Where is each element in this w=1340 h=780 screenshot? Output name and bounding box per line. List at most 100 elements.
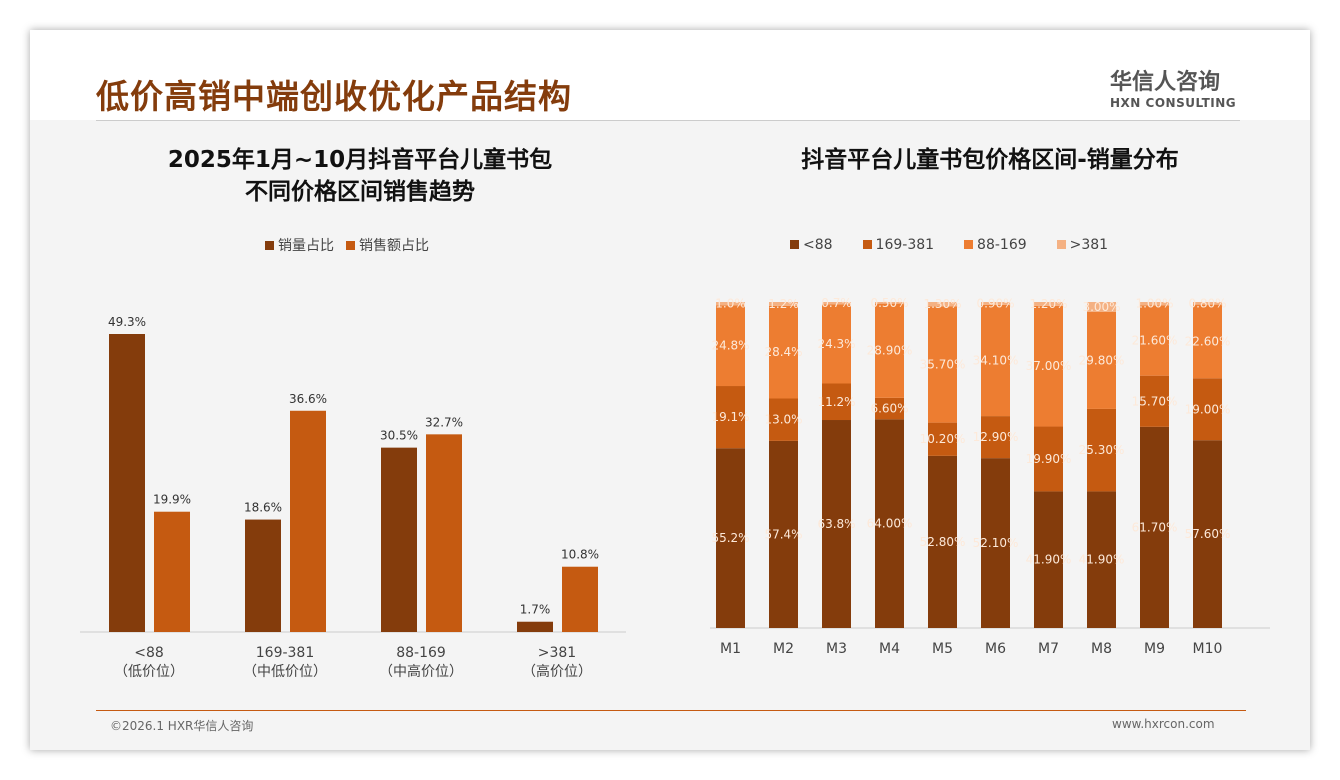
bar-segment	[1140, 302, 1169, 306]
bar-segment	[716, 305, 745, 387]
logo-cn: 华信人咨询	[1110, 70, 1221, 95]
legend-item: >381	[1056, 237, 1109, 253]
x-tick-sublabel: （低价位）	[114, 664, 184, 680]
data-label: 41.90%	[1079, 553, 1125, 567]
bar-segment	[928, 302, 957, 307]
legend-item: 销量占比	[265, 235, 334, 255]
bar-segment	[1034, 491, 1063, 628]
bar-segment	[928, 306, 957, 423]
bar-segment	[928, 422, 957, 456]
data-label: 29.80%	[1079, 353, 1125, 367]
data-label: 52.10%	[973, 536, 1019, 550]
data-label: 21.60%	[1132, 333, 1178, 347]
bar-segment	[981, 458, 1010, 628]
data-label: 0.7%	[821, 296, 852, 310]
bar	[154, 511, 190, 632]
bar-segment	[822, 304, 851, 384]
data-label: 57.4%	[764, 527, 802, 541]
right-chart-title: 抖音平台儿童书包价格区间-销量分布	[801, 147, 1179, 173]
footer-url: www.hxrcon.com	[1112, 717, 1215, 731]
x-tick-label: M6	[985, 641, 1006, 657]
legend-item: 88-169	[964, 237, 1027, 253]
bar-segment	[1193, 302, 1222, 305]
data-label: 57.60%	[1185, 527, 1231, 541]
bar-segment	[875, 302, 904, 304]
legend-label: 169-381	[875, 237, 935, 253]
data-label: 0.90%	[976, 296, 1014, 310]
x-tick-label: <88	[134, 645, 164, 661]
bar-segment	[1140, 426, 1169, 628]
footer-line	[96, 710, 1246, 711]
x-tick-sublabel: （中低价位）	[243, 664, 327, 680]
legend-swatch	[964, 240, 974, 249]
legend-label: >381	[1069, 237, 1109, 253]
data-label: 22.60%	[1185, 334, 1231, 348]
data-label: 6.60%	[870, 402, 908, 416]
bar-segment	[928, 455, 957, 628]
x-tick-label: M5	[932, 641, 953, 657]
data-label: 49.3%	[108, 315, 146, 329]
bar-segment	[769, 302, 798, 306]
legend-item: 169-381	[862, 237, 935, 253]
bar-segment	[769, 305, 798, 399]
divider	[96, 120, 1240, 121]
header-band	[30, 30, 1310, 120]
data-label: 28.90%	[867, 344, 913, 358]
bar-segment	[822, 420, 851, 628]
data-label: 19.9%	[153, 493, 191, 507]
bar-segment	[1193, 378, 1222, 441]
legend-item: 销售额占比	[346, 235, 429, 255]
data-label: 1.30%	[923, 297, 961, 311]
data-label: 52.80%	[920, 535, 966, 549]
x-tick-label: M10	[1193, 641, 1223, 657]
data-label: 0.80%	[1188, 296, 1226, 310]
bar-segment	[769, 398, 798, 441]
bar-segment	[1034, 426, 1063, 492]
data-label: 63.8%	[817, 517, 855, 531]
bar-segment	[1034, 302, 1063, 306]
data-label: 19.1%	[711, 410, 749, 424]
data-label: 18.6%	[244, 501, 282, 515]
data-label: 32.7%	[425, 415, 463, 429]
right-chart: 55.2% 19.1% 24.8% 1.0% M1 57.4% 13.0% 28.4% 1.2%…	[710, 296, 1270, 657]
bar	[381, 447, 417, 632]
data-label: 0.50%	[870, 296, 908, 310]
data-label: 10.8%	[561, 548, 599, 562]
bar-segment	[981, 304, 1010, 417]
data-label: 37.00%	[1026, 359, 1072, 373]
bar	[290, 410, 326, 632]
right-legend: <88 169-381 88-169 >381	[790, 237, 1108, 253]
bar-segment	[716, 448, 745, 628]
x-tick-label: M4	[879, 641, 900, 657]
bar-segment	[1087, 311, 1116, 409]
bar	[562, 566, 598, 632]
bar-segment	[981, 302, 1010, 305]
data-label: 61.70%	[1132, 520, 1178, 534]
legend-label: <88	[803, 237, 833, 253]
bar-segment	[1087, 302, 1116, 312]
x-tick-label: 169-381	[256, 645, 315, 661]
data-label: 24.8%	[711, 339, 749, 353]
left-chart: 49.3% 19.9% <88 （低价位） 18.6% 36.6% 169-381 （中低价位…	[80, 315, 626, 680]
bar-segment	[1193, 304, 1222, 379]
bar	[517, 621, 553, 632]
data-label: 41.90%	[1026, 553, 1072, 567]
data-label: 3.00%	[1082, 300, 1120, 314]
legend-swatch	[265, 241, 274, 250]
bar-segment	[1140, 305, 1169, 376]
logo: 华信人咨询 HXN CONSULTING	[1110, 64, 1236, 110]
left-legend: 销量占比 销售额占比	[265, 235, 429, 255]
logo-en: HXN CONSULTING	[1110, 96, 1237, 110]
data-label: 19.90%	[1026, 452, 1072, 466]
bar-segment	[716, 302, 745, 306]
bar-segment	[875, 419, 904, 628]
data-label: 19.00%	[1185, 402, 1231, 416]
bar-segment	[981, 416, 1010, 459]
x-tick-label: M2	[773, 641, 794, 657]
bar-segment	[769, 440, 798, 628]
bar-segment	[822, 383, 851, 421]
data-label: 13.0%	[764, 413, 802, 427]
bar-segment	[1193, 440, 1222, 628]
left-title-line1: 2025年1月~10月抖音平台儿童书包	[167, 147, 553, 173]
bar-segment	[875, 303, 904, 398]
